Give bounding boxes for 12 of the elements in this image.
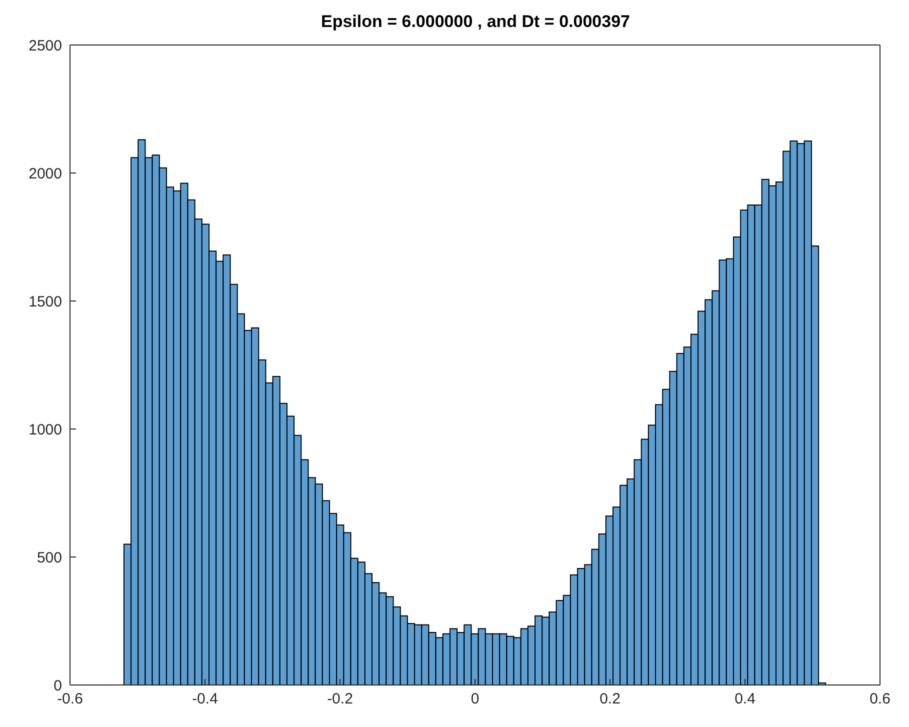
y-tick-label: 2500 [28, 37, 62, 54]
x-tick-label: 0.6 [870, 690, 890, 708]
x-tick-label: -0.2 [327, 690, 353, 708]
y-tick-label: 1500 [28, 293, 62, 310]
y-tick-label: 1000 [28, 421, 62, 438]
y-tick-label: 500 [36, 549, 62, 566]
x-tick-label: -0.4 [192, 690, 218, 708]
chart-title: Epsilon = 6.000000 , and Dt = 0.000397 [320, 12, 631, 32]
x-tick-label: 0 [470, 690, 480, 708]
x-tick-label: 0.2 [600, 690, 620, 708]
y-tick-label: 2000 [28, 165, 62, 182]
x-tick-label: 0.4 [734, 690, 756, 708]
